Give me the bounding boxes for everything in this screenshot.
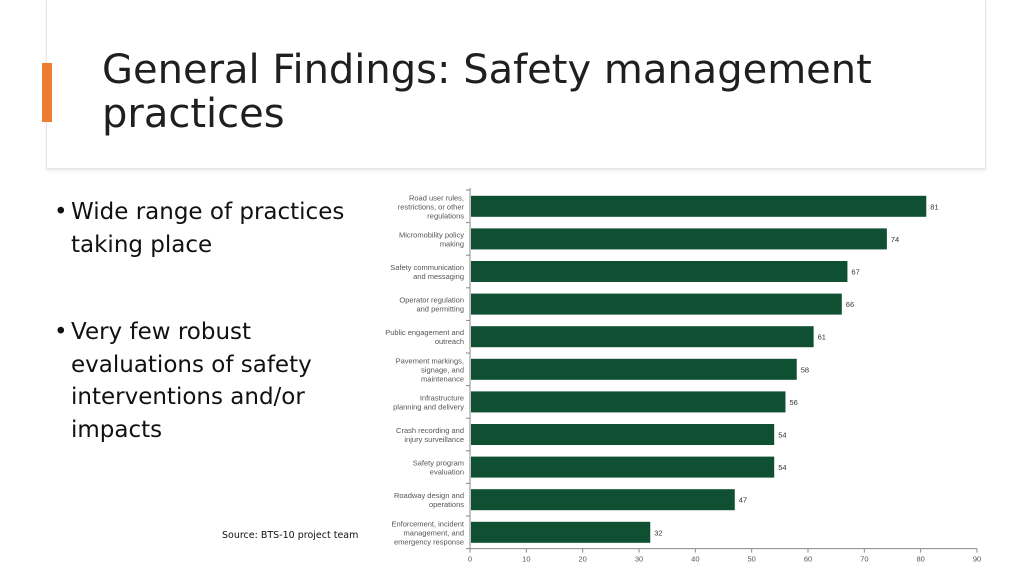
x-tick-label: 50 [747, 555, 755, 564]
accent-bar [42, 63, 52, 122]
category-label: Operator regulation and permitting [399, 296, 464, 314]
bar [471, 489, 735, 511]
bar [471, 521, 651, 543]
bullet-list: Wide range of practices taking place Ver… [54, 196, 354, 446]
data-label: 54 [778, 430, 786, 439]
data-label: 61 [818, 333, 826, 342]
data-label: 47 [739, 496, 747, 505]
x-tick-label: 0 [468, 555, 472, 564]
bar [471, 358, 797, 380]
category-label: Public engagement and outreach [385, 328, 464, 346]
bar-chart: 81 Road user rules, restrictions, or other… [385, 188, 981, 564]
bar [471, 293, 842, 315]
category-label: Safety program evaluation [413, 459, 464, 477]
slide-title: General Findings: Safety management prac… [102, 47, 872, 137]
bullet-item: Very few robust evaluations of safety in… [54, 316, 354, 446]
x-tick-label: 70 [860, 555, 868, 564]
bar [471, 391, 786, 413]
x-tick-label: 20 [578, 555, 586, 564]
bar [471, 261, 848, 282]
category-label: Safety communication and messaging [390, 263, 464, 281]
source-note: Source: BTS-10 project team [222, 530, 359, 541]
bullet-item: Wide range of practices taking place [54, 196, 354, 261]
data-label: 32 [654, 528, 662, 537]
x-tick-label: 60 [804, 555, 812, 564]
bar [471, 456, 775, 478]
data-label: 54 [778, 463, 786, 472]
data-label: 74 [891, 235, 899, 244]
category-label: Pavement markings, signage, and maintenanc… [396, 356, 464, 383]
x-tick-label: 40 [691, 555, 699, 564]
x-tick-label: 30 [635, 555, 643, 564]
x-tick-label: 10 [522, 555, 530, 564]
data-label: 56 [789, 398, 797, 407]
data-label: 58 [801, 365, 809, 374]
data-label: 66 [846, 300, 854, 309]
category-label: Micromobility policy making [399, 230, 464, 248]
x-tick-label: 90 [973, 555, 981, 564]
x-tick-label: 80 [916, 555, 924, 564]
category-label: Crash recording and injury surveillance [396, 426, 464, 444]
category-label: Roadway design and operations [394, 491, 464, 509]
data-label: 67 [851, 267, 859, 276]
category-label: Infrastructure planning and delivery [393, 393, 464, 411]
category-label: Road user rules, restrictions, or other re… [398, 193, 465, 220]
bar [471, 326, 814, 348]
bar [471, 424, 775, 445]
bar [471, 195, 927, 217]
category-label: Enforcement, incident management, and emer… [391, 519, 464, 546]
data-label: 81 [930, 202, 938, 211]
bar [471, 228, 887, 250]
